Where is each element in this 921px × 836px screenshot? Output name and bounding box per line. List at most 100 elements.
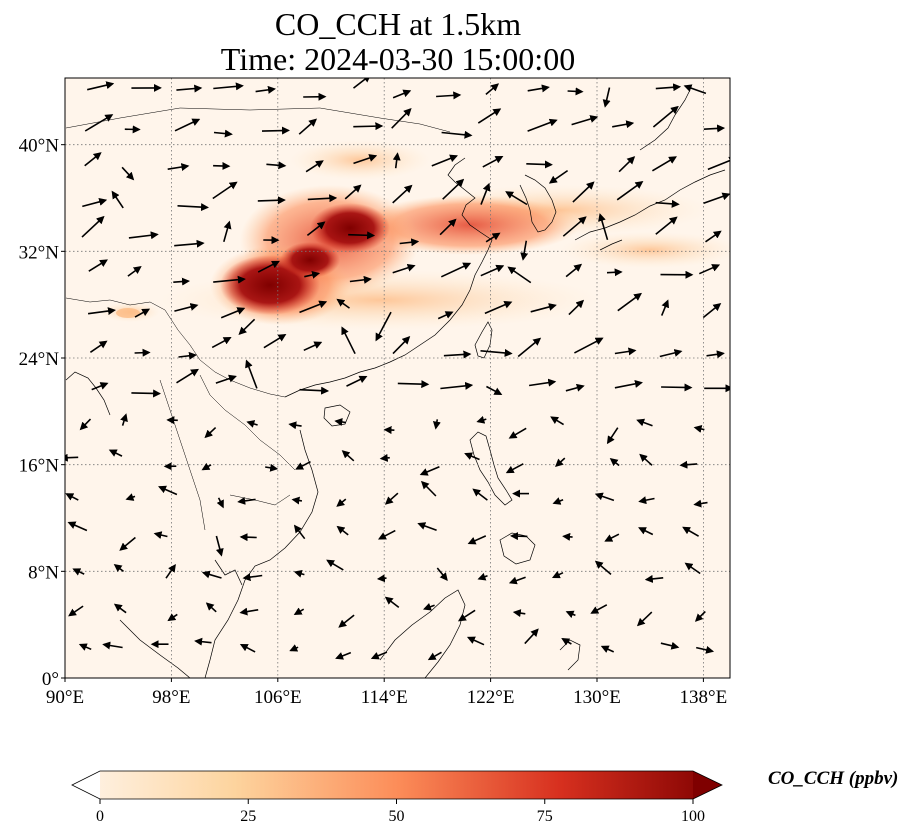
wind-arrow: [78, 643, 92, 651]
wind-arrow: [384, 596, 400, 609]
wind-arrow: [505, 463, 524, 474]
wind-arrow: [420, 480, 437, 497]
wind-arrow: [550, 416, 565, 426]
wind-arrow: [257, 260, 280, 273]
wind-arrow: [590, 604, 608, 614]
wind-arrow: [644, 574, 664, 583]
wind-arrow: [485, 83, 500, 96]
wind-arrow: [594, 492, 615, 502]
wind-arrow: [440, 381, 474, 390]
wind-arrow: [293, 607, 305, 616]
lon-tick-label: 114°E: [361, 687, 408, 708]
wind-arrow: [636, 611, 653, 627]
wind-arrow: [480, 348, 513, 357]
wind-arrow: [457, 609, 476, 622]
wind-arrow: [660, 641, 680, 650]
wind-arrow: [299, 300, 328, 314]
wind-arrow: [659, 349, 683, 358]
map-subtitle: Time: 2024-03-30 15:00:00: [220, 41, 576, 77]
wind-arrow: [239, 607, 259, 616]
wind-arrow: [392, 336, 411, 355]
wind-arrow: [131, 389, 162, 398]
wind-arrow: [698, 264, 721, 275]
colorbar-max-extend: [693, 771, 722, 799]
graticule: [65, 78, 730, 678]
wind-arrow: [213, 275, 246, 284]
wind-arrow: [307, 194, 338, 203]
wind-arrow: [375, 311, 392, 342]
wind-arrow: [568, 299, 585, 316]
wind-arrow: [91, 382, 109, 391]
wind-arrow: [299, 386, 330, 395]
lon-tick-label: 138°E: [680, 687, 728, 708]
wind-arrow: [295, 460, 311, 470]
map-frame: [64, 77, 731, 679]
wind-arrow: [293, 524, 306, 540]
wind-arrow: [341, 450, 355, 462]
wind-arrow: [636, 418, 653, 427]
wind-arrow: [384, 492, 399, 505]
indochina-coastline: [204, 429, 319, 678]
wind-arrow: [661, 383, 693, 392]
wind-arrow: [437, 311, 454, 320]
wind-arrow: [84, 114, 114, 132]
wind-arrow: [65, 493, 79, 501]
lat-tick-label: 16°N: [19, 456, 60, 477]
lon-tick-label: 122°E: [467, 687, 515, 708]
wind-arrow: [392, 263, 416, 274]
country-borders: [65, 107, 451, 531]
wind-arrow: [67, 521, 88, 532]
wind-arrow: [265, 463, 279, 472]
wind-arrow: [72, 568, 85, 576]
wind-arrow: [527, 118, 558, 132]
lon-tick-label: 130°E: [573, 687, 621, 708]
lon-tick-label: 98°E: [152, 687, 190, 708]
wind-arrow: [174, 118, 201, 132]
wind-arrow: [600, 645, 615, 653]
wind-arrow: [482, 155, 504, 168]
wind-arrow: [660, 299, 669, 316]
wind-arrow: [113, 564, 124, 573]
wind-arrow: [215, 535, 224, 557]
wind-arrow: [288, 421, 302, 430]
china-coastline: [284, 157, 493, 398]
wind-arrow: [527, 84, 550, 93]
wind-arrow: [238, 318, 256, 336]
myanmar-thailand-border: [159, 379, 206, 531]
wind-arrow: [683, 84, 707, 95]
wind-arrow: [679, 460, 698, 469]
wind-arrow: [353, 78, 372, 89]
wind-arrow: [84, 152, 102, 167]
wind-arrow: [505, 191, 528, 206]
wind-arrow: [696, 645, 715, 654]
wind-arrow: [441, 130, 473, 139]
wind-arrow: [87, 81, 115, 91]
wind-arrow: [88, 259, 108, 272]
wind-arrow: [377, 529, 396, 540]
wind-arrow: [134, 348, 151, 357]
wind-arrow: [477, 572, 488, 581]
wind-arrow: [609, 457, 620, 467]
wind-arrow: [353, 122, 384, 131]
wind-arrow: [242, 573, 263, 582]
wind-arrow: [684, 562, 701, 575]
wind-arrow: [508, 576, 526, 585]
wind-arrow: [245, 359, 258, 389]
wind-arrow: [419, 466, 440, 476]
wind-arrow: [618, 156, 636, 173]
wind-arrow: [335, 651, 352, 660]
wind-arrow: [436, 567, 448, 581]
wind-arrow: [121, 166, 135, 181]
wind-arrow: [422, 602, 435, 611]
lat-tick-label: 40°N: [19, 136, 60, 157]
wind-arrow: [604, 533, 620, 542]
wind-arrow: [304, 271, 321, 279]
wind-arrow: [443, 350, 472, 359]
wind-arrow: [655, 83, 682, 92]
wind-arrow: [571, 115, 599, 126]
wind-arrow: [194, 637, 212, 646]
wind-arrow: [65, 453, 79, 462]
colorbar-label: CO_CCH (ppbv): [768, 768, 899, 789]
wind-arrow: [266, 161, 287, 170]
